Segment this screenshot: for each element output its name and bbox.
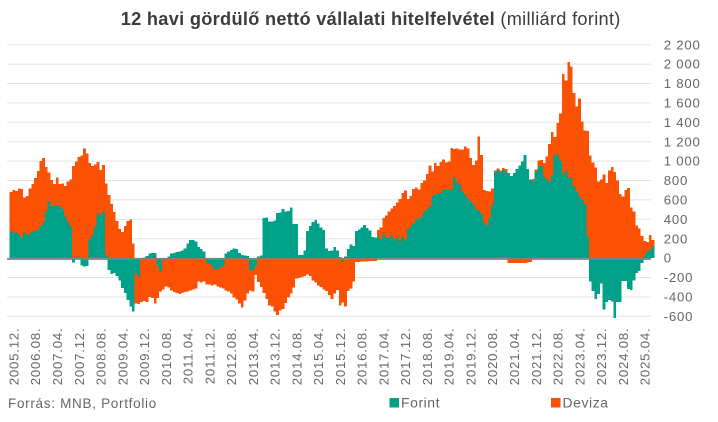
svg-text:2007.12.: 2007.12. xyxy=(72,328,87,386)
svg-text:2013.12.: 2013.12. xyxy=(268,328,283,386)
svg-text:2005.12.: 2005.12. xyxy=(6,328,21,386)
svg-text:2023.04.: 2023.04. xyxy=(572,328,587,386)
svg-text:2008.08.: 2008.08. xyxy=(94,328,109,386)
svg-text:Forrás: MNB, Portfolio: Forrás: MNB, Portfolio xyxy=(8,396,157,411)
svg-text:2017.12.: 2017.12. xyxy=(398,328,413,386)
svg-text:600: 600 xyxy=(664,193,688,208)
svg-text:2014.08.: 2014.08. xyxy=(289,328,304,386)
svg-text:-400: -400 xyxy=(664,290,694,305)
svg-text:2 000: 2 000 xyxy=(664,57,701,72)
svg-text:2010.08.: 2010.08. xyxy=(159,328,174,386)
svg-text:800: 800 xyxy=(664,173,688,188)
svg-text:2022.08.: 2022.08. xyxy=(551,328,566,386)
svg-text:2024.08.: 2024.08. xyxy=(616,328,631,386)
svg-text:2011.12.: 2011.12. xyxy=(202,328,217,385)
svg-text:200: 200 xyxy=(664,231,688,246)
svg-text:2009.04.: 2009.04. xyxy=(115,328,130,386)
svg-text:2007.04.: 2007.04. xyxy=(50,328,65,386)
svg-text:2021.12.: 2021.12. xyxy=(529,328,544,386)
svg-text:2 200: 2 200 xyxy=(664,37,701,52)
svg-text:1 800: 1 800 xyxy=(664,76,701,91)
svg-text:2020.08.: 2020.08. xyxy=(485,328,500,386)
svg-text:2025.04.: 2025.04. xyxy=(638,328,653,386)
svg-text:2012.08.: 2012.08. xyxy=(224,328,239,386)
svg-text:2021.04.: 2021.04. xyxy=(507,328,522,386)
svg-text:1 200: 1 200 xyxy=(664,134,701,149)
svg-text:2018.08.: 2018.08. xyxy=(420,328,435,386)
svg-text:Deviza: Deviza xyxy=(563,395,609,411)
svg-text:2017.04.: 2017.04. xyxy=(376,328,391,386)
svg-text:2019.04.: 2019.04. xyxy=(442,328,457,386)
svg-text:Forint: Forint xyxy=(401,395,440,411)
svg-text:2009.12.: 2009.12. xyxy=(137,328,152,386)
svg-text:2015.04.: 2015.04. xyxy=(311,328,326,386)
svg-text:-200: -200 xyxy=(664,270,694,285)
svg-text:400: 400 xyxy=(664,212,688,227)
svg-text:2016.08.: 2016.08. xyxy=(355,328,370,386)
svg-text:-600: -600 xyxy=(664,309,694,324)
svg-text:2015.12.: 2015.12. xyxy=(333,328,348,386)
svg-text:2023.12.: 2023.12. xyxy=(594,328,609,386)
svg-text:1 000: 1 000 xyxy=(664,154,701,169)
svg-text:2011.04.: 2011.04. xyxy=(181,328,196,385)
svg-text:1 600: 1 600 xyxy=(664,96,701,111)
svg-text:2013.04.: 2013.04. xyxy=(246,328,261,386)
svg-text:12 havi gördülő nettó vállalat: 12 havi gördülő nettó vállalati hitelfel… xyxy=(121,9,621,29)
svg-text:1 400: 1 400 xyxy=(664,115,701,130)
svg-text:0: 0 xyxy=(664,251,672,266)
svg-text:2006.08.: 2006.08. xyxy=(28,328,43,386)
svg-text:2019.12.: 2019.12. xyxy=(463,328,478,386)
